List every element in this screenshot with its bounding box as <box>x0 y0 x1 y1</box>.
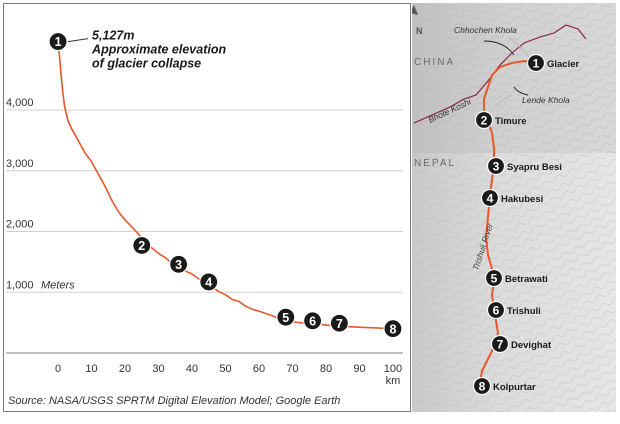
elevation-chart: 1,000 2,000 3,000 4,000 Meters 0 10 20 30 40 50 60 7… <box>6 29 403 387</box>
place-7: 7 Devighat <box>490 334 552 354</box>
map-terrain-texture <box>412 3 616 412</box>
river-label-chhochen-khola: Chhochen Khola <box>454 25 517 35</box>
marker-1 <box>48 31 68 52</box>
place-5-marker <box>484 268 504 288</box>
y-tick-label-1000: 1,000 <box>6 279 34 291</box>
place-5-name: Betrawati <box>505 274 548 285</box>
place-6: 6 Trishuli <box>486 300 541 320</box>
marker-7 <box>329 313 349 333</box>
river-map: N CHINA NEPAL Chhochen Khola Bhote Koshi… <box>412 3 616 412</box>
marker-2-label: 2 <box>138 239 145 253</box>
place-2-number: 2 <box>481 114 488 128</box>
marker-4-label: 4 <box>205 276 212 290</box>
place-5-number: 5 <box>491 272 498 286</box>
place-3-marker <box>486 156 506 176</box>
place-8-name: Kolpurtar <box>493 382 536 393</box>
y-tick-label-3000: 3,000 <box>6 158 34 170</box>
river-label-lende-khola: Lende Khola <box>522 95 570 105</box>
marker-4 <box>199 272 219 292</box>
x-axis-unit: km <box>386 375 401 387</box>
place-3-name: Syapru Besi <box>507 162 562 173</box>
marker-6-label: 6 <box>309 314 316 328</box>
elevation-line <box>57 41 394 330</box>
place-6-number: 6 <box>493 304 500 318</box>
x-tick-label-70: 70 <box>286 363 298 375</box>
x-tick-label-60: 60 <box>253 363 265 375</box>
marker-2 <box>132 235 152 256</box>
arrow-lende <box>513 86 529 96</box>
annotation-value: 5,127m <box>92 29 134 43</box>
place-4-name: Hakubesi <box>501 194 543 205</box>
x-tick-label-10: 10 <box>85 363 97 375</box>
place-3: 3 Syapru Besi <box>486 156 562 176</box>
country-label-china: CHINA <box>414 57 455 68</box>
place-1-number: 1 <box>533 57 540 71</box>
border-line <box>413 24 587 124</box>
place-8-marker <box>472 376 492 396</box>
place-7-marker <box>490 334 510 354</box>
x-tick-label-90: 90 <box>353 363 365 375</box>
y-tick-label-4000: 4,000 <box>6 97 34 109</box>
place-2: 2 Timure <box>474 110 527 130</box>
place-2-marker <box>474 110 494 130</box>
marker-8-label: 8 <box>389 322 396 336</box>
x-tick-label-80: 80 <box>320 363 332 375</box>
y-tick-label-2000: 2,000 <box>6 219 34 231</box>
place-4: 4 Hakubesi <box>480 188 543 208</box>
source-note: Source: NASA/USGS SPRTM Digital Elevatio… <box>8 395 341 407</box>
place-7-number: 7 <box>497 338 504 352</box>
x-tick-label-30: 30 <box>152 363 164 375</box>
marker-3-label: 3 <box>175 258 182 272</box>
marker-6 <box>302 311 323 331</box>
place-7-name: Devighat <box>511 340 552 351</box>
x-tick-label-100: 100 <box>384 363 402 375</box>
place-8-number: 8 <box>479 380 486 394</box>
marker-5-label: 5 <box>282 311 289 325</box>
place-1: 1 Glacier <box>526 53 580 73</box>
map-highland-shade <box>412 3 616 153</box>
place-4-number: 4 <box>487 192 494 206</box>
annotation-line-1: Approximate elevation <box>91 43 226 57</box>
north-arrow-icon <box>412 5 418 15</box>
place-3-number: 3 <box>493 160 500 174</box>
place-6-marker <box>486 300 506 320</box>
river-lende-khola <box>495 94 513 106</box>
place-8: 8 Kolpurtar <box>472 376 536 396</box>
marker-1-label: 1 <box>55 35 62 49</box>
y-unit-label: Meters <box>41 279 75 291</box>
marker-5 <box>276 307 296 327</box>
marker-3 <box>169 254 189 274</box>
place-4-marker <box>480 188 500 208</box>
x-tick-label-0: 0 <box>55 363 61 375</box>
annotation-leader <box>67 38 89 43</box>
place-2-name: Timure <box>495 116 527 127</box>
north-label: N <box>416 26 423 36</box>
place-1-marker <box>526 53 546 73</box>
place-5: 5 Betrawati <box>484 268 548 288</box>
chart-frame <box>3 3 411 412</box>
place-6-name: Trishuli <box>507 306 541 317</box>
arrow-chhochen <box>483 40 515 56</box>
place-1-name: Glacier <box>547 59 580 70</box>
x-tick-label-20: 20 <box>119 363 131 375</box>
x-tick-label-40: 40 <box>186 363 198 375</box>
x-tick-label-50: 50 <box>219 363 231 375</box>
marker-7-label: 7 <box>336 317 343 331</box>
country-label-nepal: NEPAL <box>414 158 456 169</box>
annotation-line-2: of glacier collapse <box>92 57 201 71</box>
marker-8 <box>383 319 403 339</box>
